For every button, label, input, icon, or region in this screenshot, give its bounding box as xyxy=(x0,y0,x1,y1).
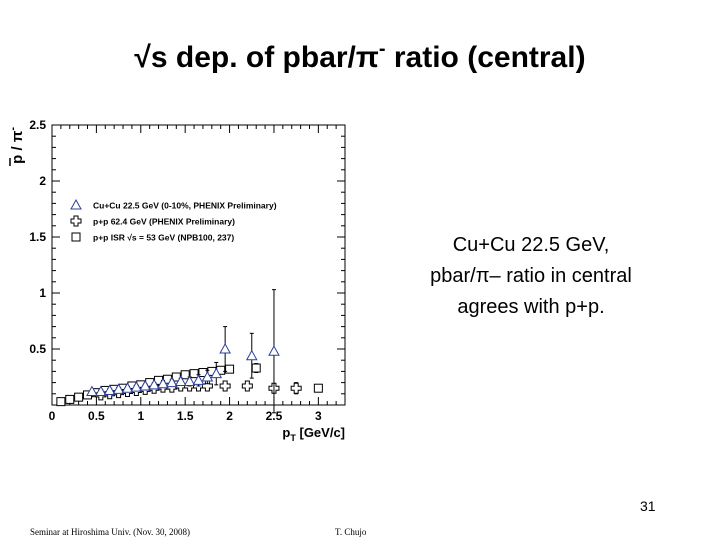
data-point xyxy=(112,383,125,394)
data-point xyxy=(245,349,258,361)
legend-label: p+p 62.4 GeV (PHENIX Preliminary) xyxy=(93,217,235,227)
legend-marker xyxy=(70,215,82,227)
x-tick-label: 2.5 xyxy=(266,409,283,423)
data-point xyxy=(139,379,152,391)
footer-author: T. Chujo xyxy=(335,527,367,537)
data-point xyxy=(225,364,235,374)
data-point xyxy=(65,394,75,404)
x-tick-label: 1.5 xyxy=(177,409,194,423)
y-tick-label: 2.5 xyxy=(29,118,46,132)
data-point xyxy=(268,345,280,356)
slide-title: √s dep. of pbar/π- ratio (central) xyxy=(0,38,720,75)
x-axis-title: pT [GeV/c] xyxy=(282,425,345,443)
x-tick-label: 3 xyxy=(315,409,322,423)
x-tick-label: 0.5 xyxy=(88,409,105,423)
data-point xyxy=(121,382,134,393)
title-suffix: ratio (central) xyxy=(385,41,586,74)
data-point xyxy=(103,384,116,395)
data-point xyxy=(180,370,190,380)
y-tick-label: 1.5 xyxy=(29,230,46,244)
x-tick-label: 1 xyxy=(137,409,144,423)
title-main: √s dep. of pbar/π xyxy=(134,41,379,74)
data-point xyxy=(166,376,178,388)
data-point xyxy=(130,381,143,392)
annotation-line-3: agrees with p+p. xyxy=(457,296,605,318)
data-point xyxy=(313,383,323,393)
data-point xyxy=(219,342,231,354)
data-point xyxy=(94,385,107,397)
annotation-line-1: Cu+Cu 22.5 GeV, xyxy=(452,234,610,256)
slide-number: 31 xyxy=(640,498,656,514)
data-point xyxy=(219,380,231,392)
data-point xyxy=(56,397,66,407)
data-point xyxy=(74,392,84,402)
x-tick-label: 2 xyxy=(226,409,233,423)
annotation-line-2: pbar/π– ratio in central xyxy=(430,265,632,287)
footer-event: Seminar at Hiroshima Univ. (Nov. 30, 200… xyxy=(30,527,191,537)
data-point xyxy=(241,380,253,392)
data-point xyxy=(189,369,199,379)
legend-marker xyxy=(70,198,82,210)
series-triangle xyxy=(86,289,280,414)
x-tick-label: 0 xyxy=(49,409,56,423)
data-point xyxy=(290,382,302,394)
legend-marker xyxy=(71,232,81,242)
plot-frame xyxy=(51,124,346,406)
data-point xyxy=(201,370,214,382)
y-tick-label: 1 xyxy=(39,286,46,300)
data-point xyxy=(192,374,205,385)
legend-label: Cu+Cu 22.5 GeV (0-10%, PHENIX Preliminar… xyxy=(93,201,277,211)
data-point xyxy=(148,378,160,390)
data-point xyxy=(86,385,98,397)
data-point xyxy=(183,375,196,386)
data-point xyxy=(174,375,187,386)
data-point xyxy=(251,363,261,373)
ratio-chart: 0 0.5 1 1.5 2 2.5 3 0.5 1 1.5 2 2.5 pT [GeV/c] p / π-… xyxy=(7,118,346,443)
data-point xyxy=(157,377,169,389)
legend-label: p+p ISR √s = 53 GeV (NPB100, 237) xyxy=(93,233,234,243)
legend: Cu+Cu 22.5 GeV (0-10%, PHENIX Preliminar… xyxy=(70,198,277,243)
data-point xyxy=(210,367,223,379)
title-superscript: - xyxy=(378,38,386,60)
y-axis-title: p / π- xyxy=(7,127,26,164)
y-tick-label: 0.5 xyxy=(29,342,46,356)
annotation-text: Cu+Cu 22.5 GeV, pbar/π– ratio in central… xyxy=(396,230,666,323)
y-tick-label: 2 xyxy=(39,174,46,188)
